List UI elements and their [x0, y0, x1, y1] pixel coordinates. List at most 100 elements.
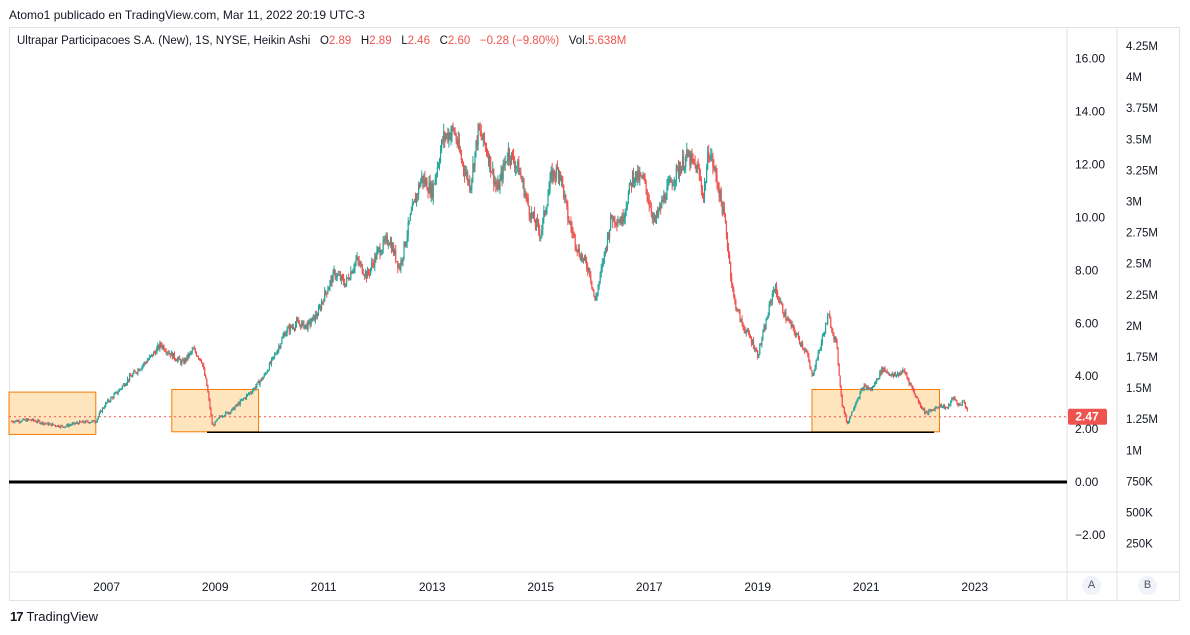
candle-body	[926, 411, 928, 413]
candle-body	[836, 339, 838, 349]
candle-body	[347, 277, 349, 279]
candle-body	[288, 326, 290, 332]
candle-body	[327, 290, 329, 294]
candle-body	[693, 159, 695, 164]
candle-body	[893, 373, 896, 377]
candle-body	[352, 270, 354, 274]
candle-body	[389, 241, 392, 246]
candle-body	[542, 218, 544, 230]
candle-body	[730, 262, 732, 277]
candle-body	[357, 257, 359, 261]
candle-body	[783, 312, 785, 317]
candle-body	[775, 285, 778, 293]
candle-body	[621, 214, 623, 225]
candle-body	[861, 388, 863, 391]
candle-body	[412, 202, 415, 205]
candle-body	[623, 217, 625, 222]
candle-body	[531, 212, 533, 217]
candle-body	[495, 181, 497, 186]
candle-body	[648, 200, 650, 206]
candle-body	[719, 189, 721, 198]
candle-body	[23, 418, 25, 421]
candle-body	[896, 373, 899, 375]
candle-body	[639, 173, 641, 181]
candle-body	[239, 400, 241, 405]
candle-body	[45, 423, 47, 425]
candle-body	[860, 390, 862, 393]
candle-body	[55, 426, 58, 428]
candle-body	[464, 173, 467, 176]
candle-body	[944, 407, 947, 409]
candle-body	[910, 383, 912, 386]
candle-body	[637, 170, 639, 181]
candle-body	[433, 183, 435, 185]
candle-body	[64, 426, 66, 428]
candle-body	[475, 140, 477, 152]
candle-body	[217, 417, 219, 419]
candle-body	[607, 234, 610, 239]
candle-body	[907, 377, 909, 380]
candle-body	[405, 242, 407, 247]
volume-tick-label: 1.25M	[1126, 414, 1158, 426]
auto-scale-button[interactable]: A	[1082, 576, 1101, 595]
candle-body	[298, 321, 300, 324]
candle-body	[936, 407, 938, 409]
candle-body	[915, 396, 917, 398]
candle-body	[68, 425, 70, 427]
candle-body	[604, 248, 607, 252]
legend-vol-value: 5.638M	[587, 35, 627, 47]
candle-body	[559, 171, 562, 180]
candle-body	[356, 257, 358, 260]
candle-body	[527, 197, 529, 206]
candle-body	[425, 180, 427, 185]
candle-body	[151, 354, 154, 357]
volume-tick-label: 3.25M	[1126, 165, 1158, 177]
candle-body	[194, 348, 196, 353]
candle-body	[784, 312, 786, 317]
volume-scale-button[interactable]: B	[1138, 576, 1157, 595]
candle-body	[667, 182, 669, 187]
tradingview-logo[interactable]: 17 TradingView	[10, 609, 98, 624]
candle-body	[624, 210, 626, 218]
candle-body	[116, 391, 118, 394]
candle-body	[390, 241, 393, 252]
candle-body	[787, 319, 789, 321]
candle-body	[376, 251, 378, 260]
candle-body	[277, 349, 279, 354]
candle-body	[827, 315, 829, 324]
candle-body	[43, 423, 45, 425]
candle-body	[908, 379, 910, 384]
candle-body	[553, 170, 555, 177]
candle-body	[932, 409, 934, 411]
candle-body	[540, 235, 542, 237]
last-price-label: 2.47	[1075, 410, 1099, 424]
candle-body	[846, 421, 849, 424]
candle-body	[483, 133, 485, 144]
candle-body	[30, 420, 33, 422]
legend-low-label: L	[401, 35, 408, 47]
candle-body	[481, 137, 483, 141]
candle-body	[695, 164, 697, 173]
candle-body	[656, 211, 659, 215]
candle-body	[570, 222, 572, 228]
candle-body	[420, 180, 422, 187]
candle-body	[764, 327, 766, 330]
candle-body	[803, 348, 805, 350]
candle-body	[297, 319, 299, 322]
candle-body	[126, 379, 129, 384]
candle-body	[934, 407, 936, 411]
candle-body	[164, 350, 166, 352]
candle-body	[662, 199, 664, 202]
candle-body	[939, 404, 941, 408]
candle-body	[673, 183, 675, 185]
volume-tick-label: 2.75M	[1126, 228, 1158, 240]
candle-body	[935, 407, 937, 409]
candle-body	[140, 368, 142, 370]
candle-body	[130, 375, 132, 377]
candle-body	[326, 292, 328, 294]
candle-body	[863, 385, 865, 390]
candle-body	[733, 289, 735, 297]
candle-body	[805, 350, 807, 352]
candle-body	[661, 199, 663, 209]
